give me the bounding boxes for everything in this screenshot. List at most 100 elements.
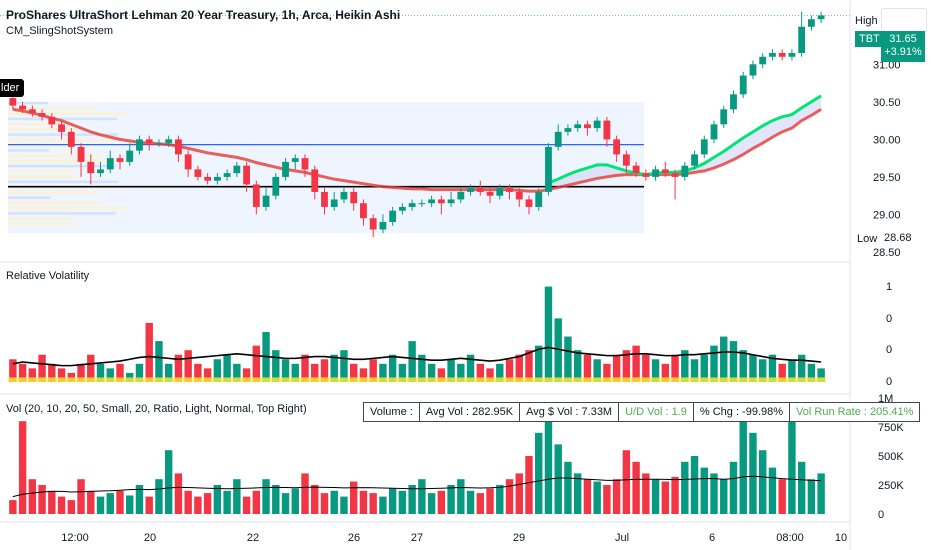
volatility-bar	[174, 354, 183, 382]
volume-profile-bar	[8, 175, 78, 178]
volatility-base-bar	[660, 377, 671, 382]
volatility-bar	[369, 359, 377, 382]
volatility-bar	[291, 363, 299, 382]
volume-bar	[622, 450, 631, 514]
candle	[272, 176, 280, 196]
candle	[817, 15, 825, 20]
volatility-base-bar	[728, 377, 739, 382]
volatility-base-bar	[115, 377, 125, 382]
candle	[145, 139, 153, 144]
volatility-base-bar	[144, 377, 155, 382]
volatility-tick-label: 0	[886, 344, 892, 356]
volatility-base-bar	[718, 377, 729, 382]
volume-bar	[583, 479, 592, 514]
volatility-bar	[223, 354, 231, 382]
candle	[184, 154, 192, 170]
volume-profile-bar	[8, 170, 74, 173]
price-tick-label: 28.50	[873, 247, 901, 259]
volatility-base-bar	[767, 377, 778, 382]
volatility-bar	[408, 341, 416, 382]
volume-bar	[710, 473, 718, 514]
candle	[486, 191, 494, 196]
indicator-name[interactable]: CM_SlingShotSystem	[6, 25, 113, 37]
volatility-pane-label[interactable]: Relative Volatility	[6, 270, 90, 282]
volatility-base-bar	[709, 377, 719, 382]
candle	[77, 146, 85, 162]
volatility-base-bar	[241, 377, 252, 382]
volatility-base-bar	[485, 377, 495, 382]
volatility-base-bar	[475, 377, 486, 382]
volume-bar	[155, 479, 163, 514]
high-value-box	[881, 8, 927, 32]
volatility-bar	[807, 363, 816, 382]
volatility-bar	[593, 359, 601, 382]
candle	[106, 158, 114, 170]
candle	[360, 203, 367, 219]
candle	[379, 221, 387, 230]
volatility-bar	[18, 363, 27, 382]
volume-bar	[408, 485, 416, 514]
stat-avg-dollar-vol: Avg $ Vol : 7.33M	[520, 403, 620, 421]
candle	[778, 53, 786, 57]
volume-bar	[57, 496, 66, 514]
price-tick-label: 30.50	[873, 97, 901, 109]
candle	[652, 169, 659, 177]
volume-bar	[379, 496, 387, 514]
volatility-base-bar	[436, 377, 447, 382]
volume-bar	[18, 421, 27, 514]
volatility-base-bar	[748, 377, 758, 382]
volatility-bar	[661, 363, 670, 382]
volume-bar	[223, 490, 231, 514]
volume-bar	[807, 479, 816, 514]
volume-bar	[778, 479, 786, 514]
volume-tick-label: 0	[878, 509, 884, 521]
volatility-base-bar	[679, 377, 690, 382]
volume-pane-label[interactable]: Vol (20, 10, 20, 50, Small, 20, Ratio, L…	[6, 403, 307, 415]
candle	[545, 146, 552, 192]
candle	[243, 165, 250, 185]
volume-bar	[476, 493, 484, 514]
candle	[691, 154, 698, 166]
volume-bar	[350, 481, 358, 514]
volatility-bar	[447, 359, 455, 382]
volatility-base-bar	[543, 377, 554, 382]
volume-profile-bar	[8, 212, 116, 215]
last-price: 31.65	[889, 33, 917, 45]
candle	[58, 124, 65, 132]
volatility-base-bar	[504, 377, 515, 382]
volatility-base-bar	[611, 377, 622, 382]
volume-bar	[106, 493, 114, 514]
time-tick-label: 22	[247, 532, 259, 544]
volatility-base-bar	[319, 377, 330, 382]
volume-bar	[681, 461, 689, 514]
volume-bar	[126, 495, 134, 514]
candle	[282, 161, 289, 177]
volatility-bar	[486, 368, 494, 382]
volatility-tick-label: 1	[886, 281, 892, 293]
volatility-bar	[135, 363, 144, 382]
volatility-base-bar	[27, 377, 38, 382]
candle	[262, 195, 270, 207]
volatility-bar	[515, 354, 523, 382]
time-tick-label: 6	[709, 532, 715, 544]
volatility-base-bar	[553, 377, 564, 382]
stat-vol-run-rate: Vol Run Rate : 205.41%	[796, 406, 914, 418]
candle	[38, 113, 46, 117]
volume-bar	[651, 479, 660, 514]
candle	[194, 169, 202, 177]
volatility-bar	[330, 354, 338, 382]
volume-bar	[272, 485, 280, 514]
candle	[554, 131, 562, 147]
volatility-bar	[525, 350, 533, 382]
candle	[330, 199, 338, 207]
volatility-bar	[603, 363, 611, 382]
volume-profile-bar	[8, 191, 98, 194]
volatility-bar	[116, 363, 124, 382]
volume-bar	[797, 461, 806, 514]
volume-tick-label: 750K	[878, 422, 904, 434]
candle	[535, 191, 543, 207]
volume-bar	[87, 490, 95, 514]
volatility-bar	[612, 354, 621, 382]
volatility-bar	[359, 368, 368, 382]
volatility-bar	[194, 363, 202, 382]
